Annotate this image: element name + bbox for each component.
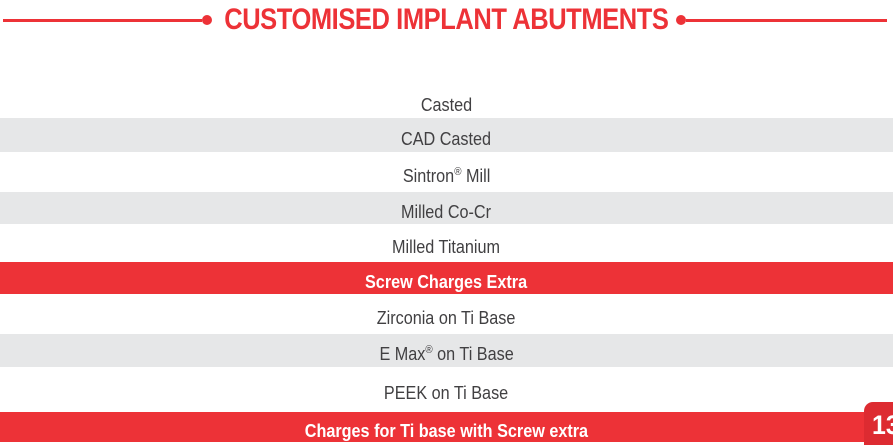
table-row-peek-ti-base: PEEK on Ti Base xyxy=(0,367,893,412)
page-number-tab: 13 xyxy=(864,402,893,445)
row-label: Milled Co-Cr xyxy=(401,202,492,222)
table-row-zirconia-ti-base: Zirconia on Ti Base xyxy=(0,294,893,334)
table-row-cad-casted: CAD Casted xyxy=(0,118,893,152)
table-row-sintron-mill: Sintron® Mill xyxy=(0,152,893,192)
bullet-left-icon xyxy=(202,15,212,25)
bullet-right-icon xyxy=(676,15,686,25)
header-rule-left xyxy=(3,19,202,22)
page-title: CUSTOMISED IMPLANT ABUTMENTS xyxy=(0,3,893,42)
banner-label: Charges for Ti base with Screw extra xyxy=(304,421,589,441)
table-row-emax-ti-base: E Max® on Ti Base xyxy=(0,334,893,367)
banner-screw-charges-extra: Screw Charges Extra xyxy=(0,262,893,294)
page-title-text: CUSTOMISED IMPLANT ABUTMENTS xyxy=(224,3,669,36)
page-header: CUSTOMISED IMPLANT ABUTMENTS xyxy=(0,0,893,45)
row-label: PEEK on Ti Base xyxy=(384,383,509,403)
table-row-casted: Casted xyxy=(0,84,893,118)
row-label: Milled Titanium xyxy=(392,237,501,257)
row-label: Sintron® Mill xyxy=(402,166,491,186)
row-label: Zirconia on Ti Base xyxy=(377,308,516,328)
row-label: Casted xyxy=(420,95,473,115)
row-label: E Max® on Ti Base xyxy=(379,344,514,364)
header-rule-right xyxy=(686,19,887,22)
table-row-milled-titanium: Milled Titanium xyxy=(0,224,893,262)
table-row-milled-co-cr: Milled Co-Cr xyxy=(0,192,893,224)
banner-label: Screw Charges Extra xyxy=(365,272,528,292)
banner-ti-base-screw-charges: Charges for Ti base with Screw extra xyxy=(0,412,893,442)
page-number: 13 xyxy=(872,410,893,440)
row-label: CAD Casted xyxy=(401,129,492,149)
